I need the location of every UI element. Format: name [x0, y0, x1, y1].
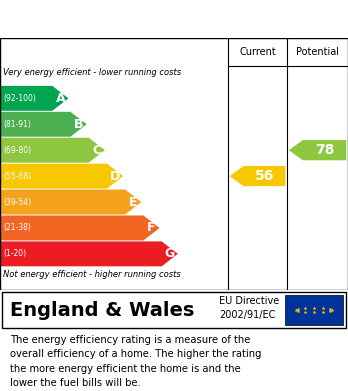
Polygon shape: [289, 140, 346, 160]
Text: A: A: [56, 92, 65, 105]
Text: E: E: [129, 196, 137, 208]
Text: (69-80): (69-80): [3, 146, 32, 155]
Text: Not energy efficient - higher running costs: Not energy efficient - higher running co…: [3, 270, 181, 279]
Text: (21-38): (21-38): [3, 223, 31, 232]
Polygon shape: [0, 86, 68, 111]
Text: EU Directive
2002/91/EC: EU Directive 2002/91/EC: [219, 296, 279, 319]
Text: Energy Efficiency Rating: Energy Efficiency Rating: [10, 10, 239, 28]
Text: England & Wales: England & Wales: [10, 301, 195, 319]
Text: 56: 56: [255, 169, 274, 183]
Text: The energy efficiency rating is a measure of the
overall efficiency of a home. T: The energy efficiency rating is a measur…: [10, 335, 262, 388]
Text: (81-91): (81-91): [3, 120, 31, 129]
Polygon shape: [0, 164, 123, 188]
Text: (92-100): (92-100): [3, 94, 36, 103]
Polygon shape: [0, 215, 159, 240]
Text: Very energy efficient - lower running costs: Very energy efficient - lower running co…: [3, 68, 182, 77]
Text: C: C: [92, 143, 101, 157]
Polygon shape: [0, 241, 178, 266]
Text: (1-20): (1-20): [3, 249, 26, 258]
Text: (55-68): (55-68): [3, 172, 32, 181]
Text: F: F: [147, 221, 156, 235]
Text: Potential: Potential: [296, 47, 339, 57]
Polygon shape: [0, 138, 105, 163]
Text: D: D: [110, 170, 120, 183]
Text: G: G: [165, 248, 175, 260]
Bar: [285, 295, 343, 325]
Text: (39-54): (39-54): [3, 197, 32, 206]
Polygon shape: [0, 190, 141, 215]
Text: Current: Current: [239, 47, 276, 57]
Polygon shape: [0, 112, 87, 137]
Polygon shape: [230, 166, 285, 186]
Text: 78: 78: [315, 143, 334, 157]
Text: B: B: [74, 118, 83, 131]
